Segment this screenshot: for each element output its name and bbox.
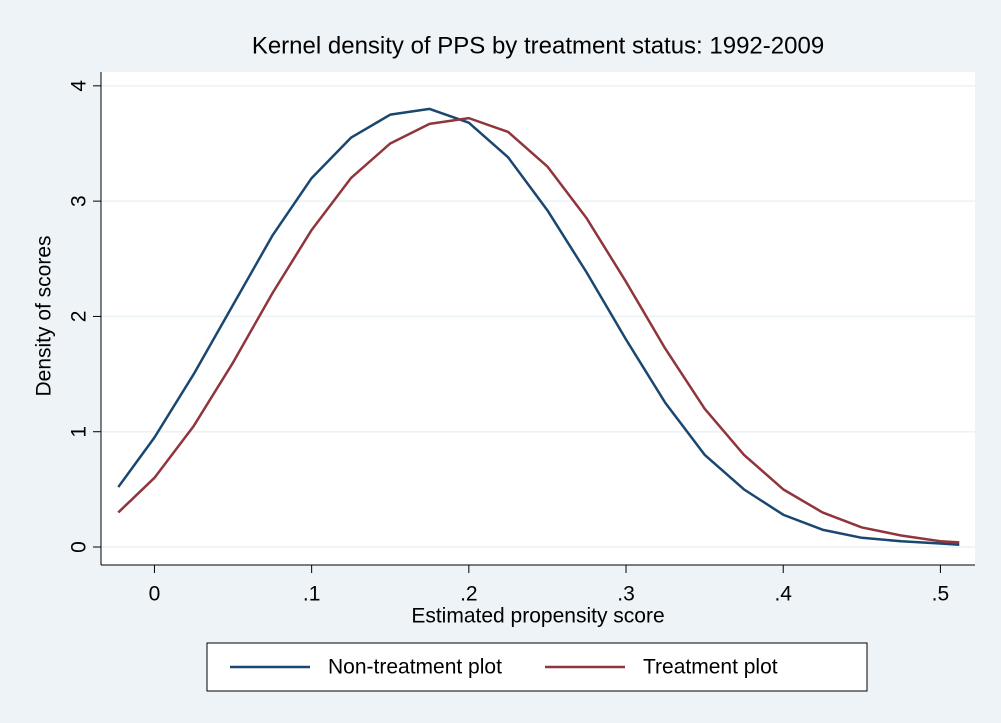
chart-title: Kernel density of PPS by treatment statu… — [252, 32, 824, 59]
x-tick-label: .4 — [774, 583, 792, 606]
y-tick-label: 4 — [68, 80, 91, 92]
x-tick-label: 0 — [149, 583, 161, 606]
line-series — [117, 116, 960, 544]
x-tick-label: .3 — [617, 583, 635, 606]
legend-label: Non-treatment plot — [328, 656, 502, 679]
x-axis-label: Estimated propensity score — [411, 605, 664, 628]
x-tick-label: .2 — [460, 583, 478, 606]
y-axis-label: Density of scores — [33, 235, 56, 396]
y-tick-label: 2 — [68, 311, 91, 323]
plot-area — [101, 72, 975, 565]
y-tick-label: 3 — [68, 195, 91, 207]
x-tick-label: .5 — [932, 583, 950, 606]
y-tick-label: 1 — [68, 426, 91, 438]
line-series — [117, 107, 960, 546]
y-tick-label: 0 — [68, 541, 91, 553]
legend-box — [206, 642, 868, 692]
x-tick-label: .1 — [303, 583, 321, 606]
legend-label: Treatment plot — [643, 656, 778, 679]
